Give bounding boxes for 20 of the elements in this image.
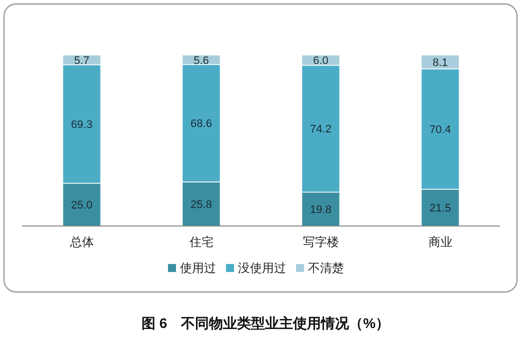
x-tick-label: 总体 [68, 235, 94, 249]
x-tick-label: 住宅 [188, 235, 214, 249]
data-label: 19.8 [310, 204, 332, 216]
data-label: 68.6 [190, 118, 212, 130]
data-label: 21.5 [430, 202, 451, 215]
data-label: 70.4 [430, 124, 451, 136]
legend-label: 不清楚 [308, 261, 344, 275]
data-label: 25.0 [71, 200, 92, 212]
data-label: 5.6 [194, 54, 209, 67]
data-label: 25.8 [190, 198, 212, 211]
data-label: 5.7 [74, 54, 90, 67]
text: 图 6 不同物业类型业主使用情况（%） [141, 315, 390, 331]
data-label: 69.3 [71, 119, 92, 131]
legend-label: 没使用过 [238, 261, 286, 275]
data-label: 74.2 [310, 124, 332, 136]
x-tick-label: 商业 [428, 235, 452, 249]
data-label: 6.0 [313, 55, 328, 68]
data-label: 8.1 [432, 56, 448, 69]
legend-label: 使用过 [180, 261, 216, 275]
x-tick-label: 写字楼 [302, 235, 339, 249]
